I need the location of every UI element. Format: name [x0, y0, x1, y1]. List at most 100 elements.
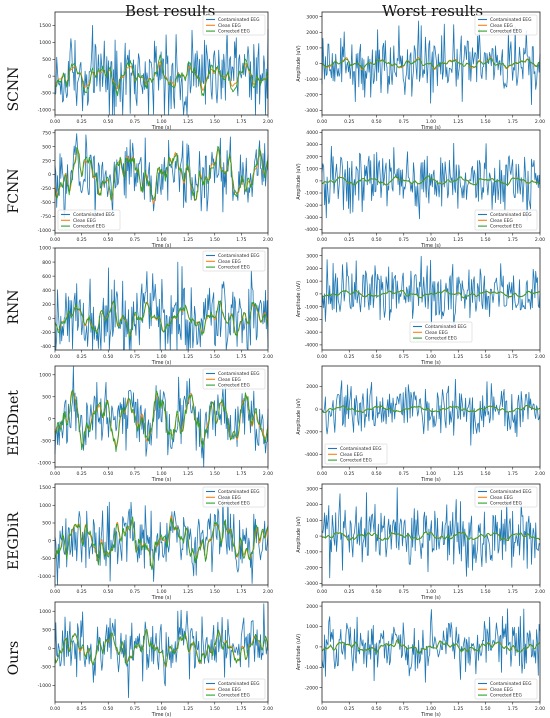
y-tick-label: 500 [42, 57, 51, 63]
legend-label-clean: Clean EEG [340, 452, 363, 458]
x-tick-label: 1.50 [210, 119, 220, 125]
x-tick-label: 1.00 [426, 237, 436, 243]
legend-label-contaminated: Contaminated EEG [218, 681, 260, 687]
legend-label-contaminated: Contaminated EEG [218, 371, 260, 377]
x-tick-label: 1.75 [508, 589, 518, 595]
y-tick-label: 1000 [39, 40, 51, 46]
y-tick-label: -1000 [38, 683, 51, 689]
x-tick-label: 1.25 [453, 589, 463, 595]
legend-label-clean: Clean EEG [218, 259, 241, 265]
y-tick-label: -4000 [305, 452, 318, 458]
y-tick-label: -250 [41, 186, 52, 192]
y-tick-label: 4000 [306, 130, 318, 136]
x-axis-label: Time (s) [151, 125, 172, 131]
series-line-corrected [54, 54, 269, 97]
x-tick-label: 1.50 [210, 354, 220, 360]
y-tick-label: 500 [42, 144, 51, 150]
y-tick-label: 1000 [306, 46, 318, 52]
series-line-corrected [321, 639, 540, 654]
chart-rnn-best: 0.00 0.25 0.50 0.75 1.00 1.25 1.50 1.75 2.00 Time… [39, 246, 273, 366]
y-tick-label: 1000 [306, 624, 318, 630]
x-tick-label: 0.50 [103, 119, 113, 125]
y-tick-label: 2000 [306, 154, 318, 160]
series-line-corrected [54, 389, 269, 453]
y-axis-label: Amplitude (uV) [296, 45, 302, 81]
x-tick-label: 1.75 [508, 354, 518, 360]
y-tick-label: -2000 [305, 203, 318, 209]
y-tick-label: 0 [48, 538, 51, 544]
x-tick-label: 0.50 [103, 471, 113, 477]
x-axis-label: Time (s) [151, 360, 172, 366]
x-tick-label: 1.75 [508, 119, 518, 125]
chart-ours-best: 0.00 0.25 0.50 0.75 1.00 1.25 1.50 1.75 2.00 Time… [38, 601, 273, 718]
x-tick-label: 0.25 [77, 237, 87, 243]
y-tick-label: 0 [48, 316, 51, 322]
y-tick-label: 2000 [306, 604, 318, 610]
x-tick-label: 1.25 [453, 237, 463, 243]
y-tick-label: -500 [41, 665, 52, 671]
y-tick-label: 1000 [39, 503, 51, 509]
y-tick-label: 0 [315, 292, 318, 298]
column-title-best: Best results [125, 2, 216, 20]
legend-label-corrected: Corrected EEG [340, 458, 372, 464]
y-tick-label: -2000 [305, 317, 318, 323]
x-tick-label: 0.25 [77, 589, 87, 595]
x-tick-label: 0.00 [317, 119, 327, 125]
x-tick-label: 1.75 [236, 354, 246, 360]
x-tick-label: 1.25 [183, 589, 193, 595]
legend-label-clean: Clean EEG [218, 23, 241, 29]
y-tick-label: -2000 [305, 685, 318, 691]
x-tick-label: 1.25 [183, 237, 193, 243]
x-tick-label: 1.50 [480, 354, 490, 360]
y-tick-label: 800 [42, 260, 51, 266]
y-axis-label: Amplitude (uV) [296, 516, 302, 552]
x-tick-label: 0.50 [371, 354, 381, 360]
x-tick-label: 0.50 [371, 706, 381, 712]
series-line-contaminated [54, 133, 269, 219]
x-tick-label: 1.25 [183, 706, 193, 712]
series-line-contaminated [321, 487, 541, 579]
x-tick-label: 1.50 [210, 471, 220, 477]
x-tick-label: 1.25 [453, 706, 463, 712]
x-axis-label: Time (s) [420, 125, 441, 131]
x-tick-label: 1.25 [453, 354, 463, 360]
x-tick-label: 0.25 [344, 589, 354, 595]
x-tick-label: 0.00 [50, 471, 60, 477]
legend-label-clean: Clean EEG [73, 218, 96, 224]
y-tick-label: 0 [48, 416, 51, 422]
x-tick-label: 0.75 [130, 119, 140, 125]
y-tick-label: 250 [42, 158, 51, 164]
y-tick-label: -200 [41, 330, 52, 336]
x-tick-label: 1.75 [508, 706, 518, 712]
legend-label-corrected: Corrected EEG [490, 29, 522, 35]
legend-label-contaminated: Contaminated EEG [218, 253, 260, 259]
y-tick-label: 0 [315, 645, 318, 651]
x-tick-label: 1.75 [236, 119, 246, 125]
x-tick-label: 0.75 [130, 471, 140, 477]
y-tick-label: 400 [42, 288, 51, 294]
y-tick-label: -2000 [305, 430, 318, 436]
x-tick-label: 0.50 [371, 119, 381, 125]
series-line-contaminated [321, 255, 541, 331]
x-tick-label: 0.50 [103, 237, 113, 243]
y-tick-label: 0 [315, 534, 318, 540]
x-tick-label: 1.50 [480, 589, 490, 595]
row-label-eegdnet: EEGDnet [6, 390, 22, 456]
x-tick-label: 1.75 [236, 589, 246, 595]
x-tick-label: 1.00 [156, 471, 166, 477]
x-tick-label: 1.00 [426, 354, 436, 360]
chart-eegdnet-best: 0.00 0.25 0.50 0.75 1.00 1.25 1.50 1.75 2.00 Time… [38, 365, 273, 483]
y-tick-label: 2000 [306, 502, 318, 508]
y-axis-label: Amplitude (uV) [296, 163, 302, 199]
y-tick-label: 1000 [39, 246, 51, 252]
x-tick-label: 1.75 [236, 237, 246, 243]
legend-label-corrected: Corrected EEG [218, 383, 250, 389]
x-tick-label: 2.00 [263, 354, 273, 360]
